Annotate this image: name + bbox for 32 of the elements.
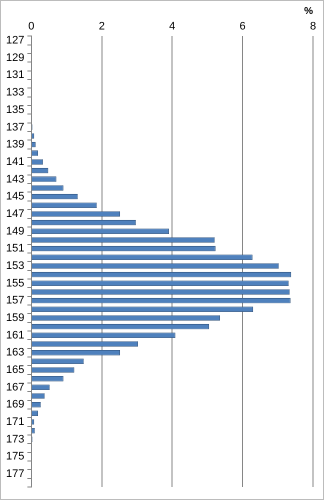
x-axis-title: % [304, 6, 314, 17]
y-tick-label: 173 [6, 433, 24, 446]
y-tick-label: 159 [6, 312, 24, 324]
y-tick-label: 147 [6, 208, 24, 220]
y-tick-label: 169 [6, 398, 24, 411]
y-tick-label: 129 [6, 52, 24, 64]
y-tick-label: 141 [6, 156, 24, 168]
y-tick-label: 131 [6, 69, 24, 82]
x-tick-label: 6 [240, 20, 246, 33]
y-tick-label: 171 [6, 416, 24, 428]
y-tick-label: 127 [6, 34, 24, 47]
y-tick-label: 149 [6, 225, 24, 238]
y-tick-label: 167 [6, 381, 24, 394]
y-tick-label: 135 [6, 104, 24, 116]
x-tick-label: 2 [98, 20, 105, 33]
y-tick-label: 137 [6, 121, 24, 134]
y-tick-label: 139 [6, 138, 24, 151]
x-tick-label: 8 [310, 20, 316, 33]
y-tick-label: 151 [6, 242, 24, 255]
y-tick-label: 143 [6, 173, 24, 186]
x-tick-label: 4 [169, 20, 176, 33]
y-tick-label: 161 [6, 329, 24, 342]
y-tick-label: 145 [6, 190, 24, 203]
y-tick-label: 153 [6, 260, 24, 272]
y-tick-label: 175 [6, 450, 24, 463]
y-tick-label: 157 [6, 294, 24, 307]
y-tick-label: 133 [6, 86, 24, 99]
x-tick-label: 0 [28, 20, 34, 33]
y-tick-label: 155 [6, 277, 24, 290]
y-tick-label: 163 [6, 346, 24, 359]
y-tick-label: 165 [6, 364, 24, 376]
y-tick-label: 177 [6, 468, 24, 480]
